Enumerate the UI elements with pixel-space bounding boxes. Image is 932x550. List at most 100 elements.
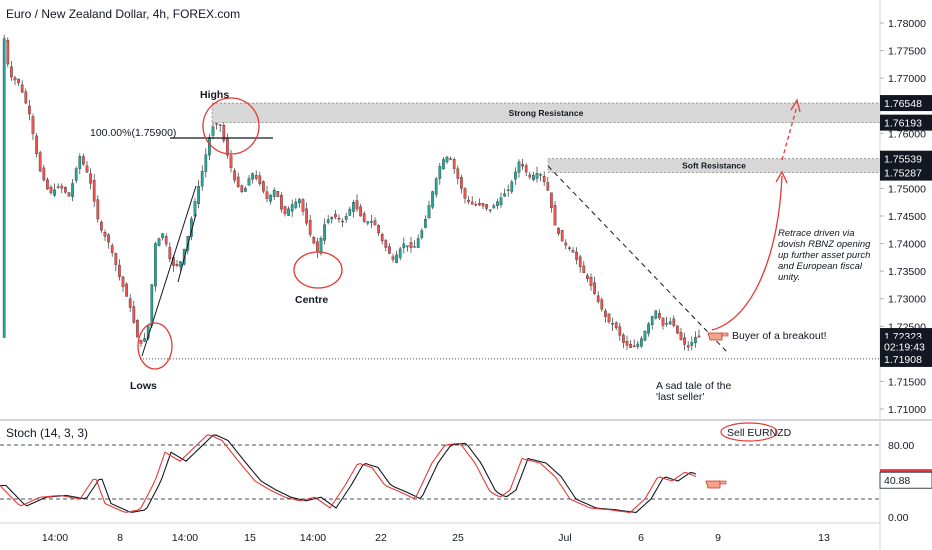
candle-body xyxy=(496,201,499,206)
stoch-badge-label: 40.88 xyxy=(884,475,910,487)
candle-body xyxy=(488,209,492,211)
stoch-d-line xyxy=(0,434,697,514)
candle-body xyxy=(622,334,625,343)
lows-circle xyxy=(137,322,173,370)
candle-body xyxy=(625,341,629,346)
candle-body xyxy=(604,310,607,317)
candle-body xyxy=(384,240,388,248)
candle-body xyxy=(92,180,96,202)
candle-body xyxy=(661,317,665,326)
price-tick-label: 1.77000 xyxy=(888,73,926,85)
candle-body xyxy=(467,199,470,202)
candle-body xyxy=(298,199,301,204)
candle-body xyxy=(175,264,179,266)
candle-body xyxy=(542,175,546,182)
candle-body xyxy=(85,165,89,173)
price-badge-bg xyxy=(880,350,932,367)
candle-body xyxy=(157,238,161,247)
candle-body xyxy=(38,152,42,172)
candle-body xyxy=(272,189,276,197)
candle-body xyxy=(654,310,658,319)
candle-body xyxy=(366,221,370,224)
price-tick-label: 1.75000 xyxy=(888,183,926,195)
candle-body xyxy=(560,230,564,242)
candle-body xyxy=(575,251,578,260)
candle-body xyxy=(42,167,46,181)
candle-body xyxy=(456,168,460,179)
candle-body xyxy=(679,332,683,340)
candle-body xyxy=(445,156,449,162)
candle-body xyxy=(262,181,265,192)
candle-body xyxy=(103,232,107,237)
retrace-label-2: dovish RBNZ opening xyxy=(778,239,871,250)
candle-body xyxy=(485,204,488,209)
candle-body xyxy=(13,77,17,81)
candle-body xyxy=(100,222,103,231)
candle-body xyxy=(118,264,121,277)
candle-body xyxy=(125,283,128,297)
price-badge-label: 02:19:43 xyxy=(884,342,925,354)
price-tick-label: 1.71000 xyxy=(888,404,926,416)
candle-body xyxy=(348,209,352,216)
candle-body xyxy=(46,179,49,190)
candle-body xyxy=(690,342,694,346)
stoch-badge-bg xyxy=(879,471,932,489)
candle-body xyxy=(524,165,528,173)
candle-body xyxy=(697,335,701,338)
candle-body xyxy=(60,185,64,189)
candle-body xyxy=(24,91,28,104)
stoch-axis-ticks: 80.00 0.00 xyxy=(888,440,914,524)
price-axis-ticks: 1.78000 1.77500 1.77000 1.76000 1.75000 1.745… xyxy=(880,18,926,416)
candle-body xyxy=(17,78,20,84)
candle-body xyxy=(96,199,100,220)
candle-body xyxy=(632,345,636,348)
stoch-tick-label: 0.00 xyxy=(888,512,909,524)
candle-body xyxy=(276,191,280,197)
candle-body xyxy=(607,313,611,323)
candle-body xyxy=(323,224,326,241)
candle-body xyxy=(499,197,503,206)
candle-body xyxy=(121,276,125,287)
candle-body xyxy=(143,338,146,342)
candle-body xyxy=(218,124,222,126)
candle-body xyxy=(517,161,521,173)
candle-body xyxy=(578,256,582,268)
candle-body xyxy=(636,343,640,347)
candle-body xyxy=(337,218,341,220)
time-tick-label: 8 xyxy=(117,532,123,544)
candle-body xyxy=(532,175,535,181)
retrace-label-4: and European fiscal xyxy=(778,261,863,272)
candle-body xyxy=(161,233,164,238)
candle-body xyxy=(283,206,287,214)
candle-body xyxy=(694,337,697,344)
price-badge-bg xyxy=(880,95,932,112)
sell-label: Sell EURNZD xyxy=(727,427,792,439)
price-tick-label: 1.74000 xyxy=(888,239,926,251)
candle-body xyxy=(164,236,168,245)
time-tick-label: 14:00 xyxy=(172,532,198,544)
stoch-lines xyxy=(0,434,697,514)
time-tick-label: Jul xyxy=(558,532,571,544)
candle-body xyxy=(31,116,35,134)
candle-body xyxy=(28,105,31,115)
time-tick-label: 9 xyxy=(715,532,721,544)
candle-body xyxy=(215,123,218,125)
candle-body xyxy=(380,234,384,242)
retrace-label-1: Retrace driven via xyxy=(778,228,855,239)
candle-body xyxy=(316,241,319,252)
candle-body xyxy=(420,230,424,238)
retrace-arrow-head xyxy=(775,170,788,184)
time-axis-ticks: 14:00 8 14:00 15 14:00 22 25 Jul 6 9 13 xyxy=(42,532,830,544)
candle-body xyxy=(326,219,330,223)
candle-body xyxy=(301,199,305,212)
candle-body xyxy=(64,187,67,193)
time-tick-label: 14:00 xyxy=(300,532,326,544)
candle-body xyxy=(49,187,53,193)
candle-body xyxy=(204,154,208,172)
candle-body xyxy=(107,234,110,243)
candle-body xyxy=(53,189,56,196)
price-tick-label: 1.78000 xyxy=(888,18,926,30)
candle-body xyxy=(506,189,510,191)
pointing-hand-icon xyxy=(707,332,729,341)
